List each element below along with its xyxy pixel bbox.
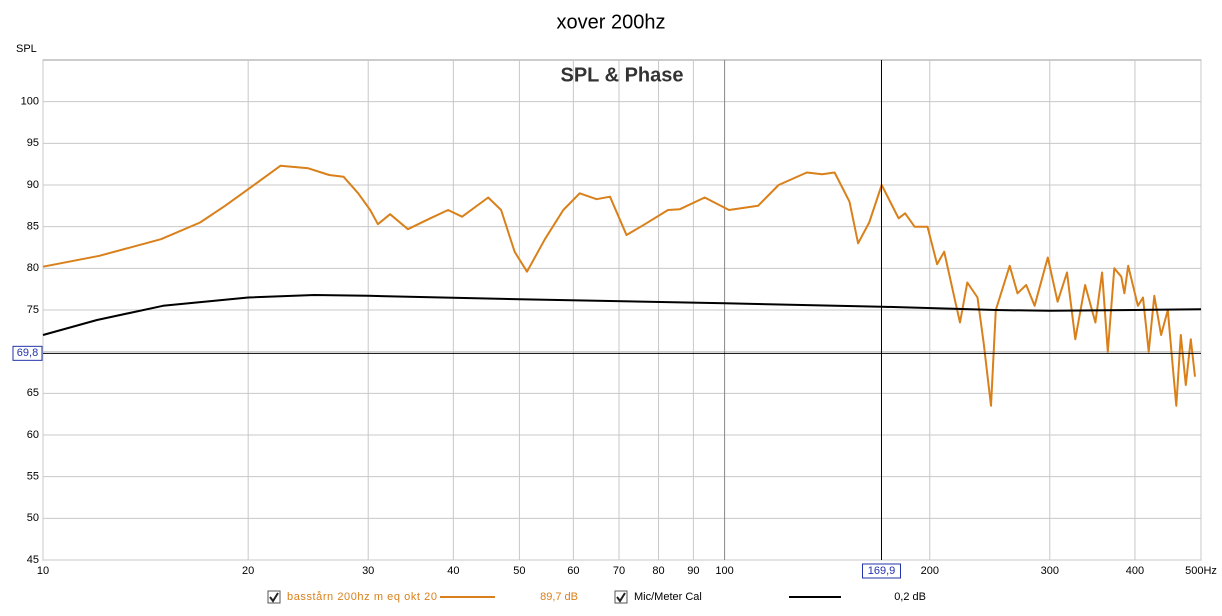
y-tick-label: 90 bbox=[27, 179, 39, 191]
x-tick-label: 70 bbox=[613, 565, 625, 577]
y-tick-label: 75 bbox=[27, 304, 39, 316]
series-line bbox=[42, 294, 1202, 336]
cursor-x-label: 169,9 bbox=[868, 565, 896, 577]
legend-readout: 89,7 dB bbox=[540, 591, 578, 603]
y-tick-label: 65 bbox=[27, 387, 39, 399]
legend-label: basstårn 200hz m eq okt 20 bbox=[287, 591, 437, 603]
y-tick-label: 50 bbox=[27, 512, 39, 524]
cursor-y-box bbox=[12, 345, 43, 361]
cursor: 69,8 169,9 bbox=[12, 60, 1201, 579]
x-tick-label: 90 bbox=[687, 565, 699, 577]
legend: basstårn 200hz m eq okt 20 89,7 dB Mic/Met… bbox=[267, 590, 926, 604]
cursor-y-label: 69,8 bbox=[17, 347, 38, 359]
x-tick-label: 100 bbox=[715, 565, 733, 577]
plot-title: SPL & Phase bbox=[560, 64, 683, 86]
x-tick-label: 10 bbox=[37, 565, 49, 577]
x-tick-label: 400 bbox=[1126, 565, 1144, 577]
x-tick-label: 200 bbox=[921, 565, 939, 577]
x-tick-label: 60 bbox=[567, 565, 579, 577]
y-tick-label: 60 bbox=[27, 429, 39, 441]
legend-readout: 0,2 dB bbox=[894, 591, 926, 603]
y-tick-label: 55 bbox=[27, 471, 39, 483]
x-tick-label: 300 bbox=[1041, 565, 1059, 577]
legend-check bbox=[616, 592, 626, 603]
cursor-x-box bbox=[861, 563, 901, 579]
x-tick-label: 30 bbox=[362, 565, 374, 577]
legend-check bbox=[269, 592, 279, 603]
y-tick-label: 100 bbox=[21, 96, 39, 108]
chart-title: xover 200hz bbox=[557, 11, 666, 33]
y-tick-label: 45 bbox=[27, 554, 39, 566]
x-tick-label: 20 bbox=[242, 565, 254, 577]
y-tick-label: 95 bbox=[27, 137, 39, 149]
x-tick-label: 40 bbox=[447, 565, 459, 577]
y-tick-label: 85 bbox=[27, 221, 39, 233]
x-tick-label: 80 bbox=[652, 565, 664, 577]
legend-label: Mic/Meter Cal bbox=[634, 591, 702, 603]
y-axis-label: SPL bbox=[16, 43, 37, 55]
x-tick-label: 50 bbox=[513, 565, 525, 577]
y-tick-label: 80 bbox=[27, 262, 39, 274]
x-tick-label: 500Hz bbox=[1185, 565, 1217, 577]
